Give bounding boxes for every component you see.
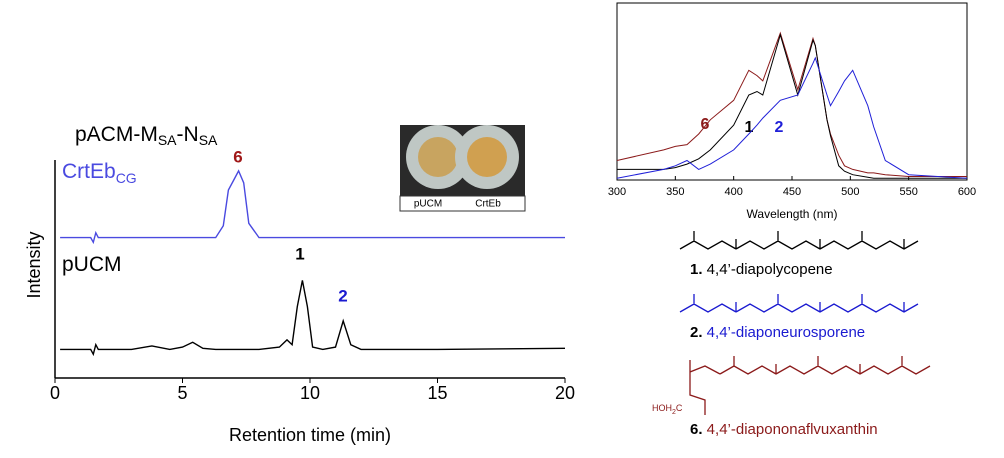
y-axis-label: Intensity [24, 231, 44, 298]
peak-label: 6 [233, 147, 242, 166]
molecule [679, 231, 919, 250]
compound-name: 4,4’-diaponeurosporene [703, 324, 866, 341]
x-axis-label: Retention time (min) [229, 425, 391, 445]
molecule-branch [689, 360, 721, 415]
x-tick-label: 550 [899, 186, 917, 198]
group-part: 2 [672, 409, 676, 416]
plot-frame [616, 2, 968, 181]
compound-name: 4,4’-diapolycopene [703, 261, 833, 278]
x-tick-label: 5 [177, 383, 187, 403]
x-tick-label: 0 [50, 383, 60, 403]
colony [418, 137, 458, 177]
x-tick-label: 350 [666, 186, 684, 198]
title-part: -N [177, 123, 199, 146]
x-tick-label: 600 [958, 186, 976, 198]
series-name: pUCM [62, 253, 122, 276]
trace [60, 280, 566, 357]
compound-name: 4,4’-diapononaflvuxanthin [703, 421, 878, 438]
group-part: C [676, 403, 683, 413]
compound-caption: 6. 4,4’-diapononaflvuxanthin [690, 421, 878, 438]
chart-title: pACM-MSA-NSA [75, 123, 218, 148]
title-part: SA [199, 132, 218, 148]
photo-label-bar [399, 195, 526, 212]
chromatogram: 0 5 10 15 20 Retention time (min) Intensity pAC… [24, 123, 575, 445]
series-label: 1 [745, 119, 754, 136]
functional-group: HOH2C [652, 403, 683, 415]
photo-inset [399, 125, 526, 212]
compound-caption: 1. 4,4’-diapolycopene [690, 261, 833, 278]
x-tick-label: 300 [608, 186, 626, 198]
x-tick-label: 500 [841, 186, 859, 198]
photo-label: pUCM [414, 199, 442, 210]
colony [467, 137, 507, 177]
series-label: pUCM [62, 253, 122, 276]
structures: 1. 4,4’-diapolycopene 2. 4,4’-diaponeuros… [652, 231, 931, 438]
group-part: HOH [652, 403, 672, 413]
series-label: 2 [775, 119, 784, 136]
x-tick-label: 15 [427, 383, 447, 403]
x-axis-label: Wavelength (nm) [747, 207, 838, 221]
molecule [719, 356, 931, 375]
molecule [679, 294, 919, 313]
x-tick-label: 400 [724, 186, 742, 198]
trace [60, 169, 565, 245]
x-tick-label: 450 [783, 186, 801, 198]
spectrum-line [617, 33, 967, 179]
x-tick-label: 10 [300, 383, 320, 403]
series-label: 6 [701, 116, 710, 133]
photo-label: CrtEb [475, 199, 501, 210]
spectrum-line [616, 56, 968, 179]
peak-label: 1 [295, 244, 304, 263]
compound-number: 6. [690, 421, 703, 438]
peak-label: 2 [338, 286, 347, 305]
series-name-sub: CG [116, 170, 137, 186]
spectrum-line [616, 31, 967, 177]
compound-number: 1. [690, 261, 703, 278]
series-name: CrtEb [62, 160, 116, 183]
compound-caption: 2. 4,4’-diaponeurosporene [690, 324, 865, 341]
title-part: SA [158, 132, 177, 148]
series-label: CrtEbCG [62, 160, 137, 186]
spectrum-chart: 300 350 400 450 500 550 600 Wavelength (nm) 6 1 2 [608, 2, 976, 221]
x-tick-label: 20 [555, 383, 575, 403]
compound-number: 2. [690, 324, 703, 341]
title-part: pACM-M [75, 123, 158, 146]
